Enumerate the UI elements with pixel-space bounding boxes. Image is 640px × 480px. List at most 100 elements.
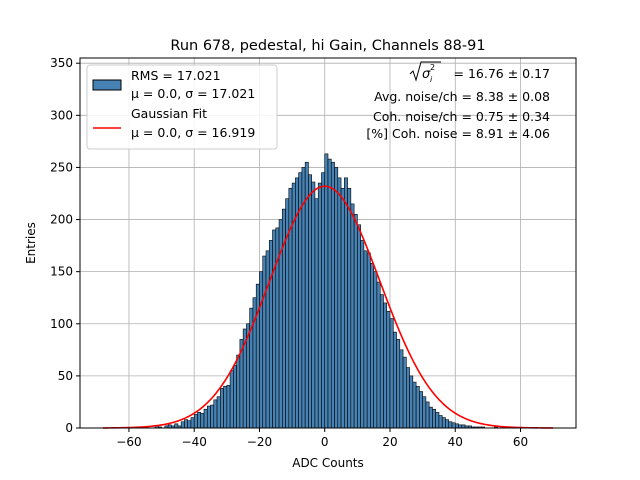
histogram-bar bbox=[357, 224, 361, 429]
legend-rms-line2: μ = 0.0, σ = 17.021 bbox=[131, 86, 255, 101]
histogram-bar bbox=[265, 250, 270, 429]
y-tick-label: 200 bbox=[50, 213, 73, 227]
legend: RMS = 17.021 μ = 0.0, σ = 17.021 Gaussia… bbox=[86, 64, 278, 150]
histogram-bar bbox=[200, 413, 205, 429]
histogram-bar bbox=[441, 417, 446, 429]
histogram-bar bbox=[206, 405, 211, 429]
x-tick-label: 60 bbox=[513, 435, 528, 449]
histogram-bar bbox=[350, 203, 355, 429]
histogram-bar bbox=[330, 161, 335, 429]
histogram-bar bbox=[314, 198, 319, 429]
histogram-bar bbox=[229, 370, 234, 429]
legend-fit-line1: Gaussian Fit bbox=[131, 106, 207, 121]
x-tick-label: −60 bbox=[116, 435, 141, 449]
annotations: σ 2 i = 16.76 ± 0.17 Avg. noise/ch = 8.3… bbox=[366, 61, 550, 141]
histogram-bar bbox=[324, 153, 329, 429]
histogram-bar bbox=[399, 349, 404, 429]
histogram-bar bbox=[180, 421, 185, 429]
histogram-bar bbox=[379, 294, 384, 429]
histogram-bar bbox=[174, 423, 179, 429]
histogram-bar bbox=[317, 182, 322, 429]
histogram-bar bbox=[255, 283, 260, 429]
histogram-bars bbox=[154, 153, 498, 429]
histogram-bar bbox=[197, 412, 202, 429]
histogram-bar bbox=[308, 174, 312, 429]
gaussian-fit-line bbox=[102, 185, 554, 429]
histogram-bar bbox=[428, 406, 433, 429]
histogram-bar bbox=[337, 177, 342, 429]
histogram-bar bbox=[226, 384, 231, 429]
histogram-bar bbox=[311, 181, 316, 429]
histogram-bar bbox=[415, 386, 420, 429]
histogram-bar bbox=[402, 356, 407, 429]
histogram-bar bbox=[406, 367, 410, 429]
histogram-bar bbox=[190, 417, 195, 429]
histogram-bar bbox=[216, 396, 221, 429]
pct-coh-noise-annotation: [%] Coh. noise = 8.91 ± 4.06 bbox=[366, 126, 550, 141]
histogram-bar bbox=[304, 161, 309, 429]
histogram-bar bbox=[373, 271, 378, 429]
histogram-bar bbox=[220, 388, 224, 429]
legend-rms-line1: RMS = 17.021 bbox=[131, 68, 221, 83]
histogram-bar bbox=[203, 408, 208, 429]
histogram-bar bbox=[334, 167, 339, 429]
legend-marker-rms bbox=[92, 79, 122, 91]
x-tick-label: 20 bbox=[382, 435, 397, 449]
chart-title: Run 678, pedestal, hi Gain, Channels 88-… bbox=[170, 38, 485, 54]
y-tick-label: 250 bbox=[50, 160, 73, 174]
histogram-bar bbox=[353, 214, 358, 429]
histogram-bar bbox=[259, 271, 264, 429]
sqrt-radical bbox=[409, 61, 441, 82]
histogram-bar bbox=[187, 420, 192, 429]
histogram-bar bbox=[392, 331, 397, 429]
histogram-bar bbox=[409, 375, 414, 429]
histogram-bar bbox=[425, 401, 430, 429]
histogram-bar bbox=[370, 263, 374, 429]
histogram-bar bbox=[268, 240, 273, 429]
histogram-bar bbox=[389, 318, 394, 429]
y-axis-label: Entries bbox=[24, 222, 38, 264]
sigma-annotation: = 16.76 ± 0.17 bbox=[454, 66, 550, 81]
sigma-subscript: i bbox=[430, 75, 433, 84]
histogram-bar bbox=[360, 240, 365, 429]
sqrt-sigma-symbol: σ 2 i bbox=[409, 61, 441, 84]
y-tick-label: 350 bbox=[50, 56, 73, 70]
histogram-bar bbox=[363, 250, 368, 429]
y-tick-label: 0 bbox=[65, 421, 73, 435]
histogram-bar bbox=[448, 421, 453, 429]
y-tick-label: 300 bbox=[50, 108, 73, 122]
y-tick-label: 150 bbox=[50, 265, 73, 279]
histogram-bar bbox=[438, 415, 443, 429]
avg-noise-annotation: Avg. noise/ch = 8.38 ± 0.08 bbox=[374, 89, 550, 104]
histogram-bar bbox=[383, 302, 388, 429]
histogram-bar bbox=[435, 412, 440, 429]
sigma-glyph: σ bbox=[422, 67, 431, 82]
histogram-bar bbox=[347, 187, 352, 429]
histogram-bar bbox=[366, 252, 371, 429]
histogram-bar bbox=[386, 310, 391, 429]
histogram-bar bbox=[451, 422, 456, 429]
histogram-bar bbox=[376, 281, 381, 429]
legend-box bbox=[86, 64, 278, 150]
histogram-bar bbox=[193, 414, 198, 429]
y-axis-ticks: 0 50 100 150 200 250 300 350 bbox=[50, 56, 80, 435]
x-tick-label: −40 bbox=[182, 435, 207, 449]
histogram-bar bbox=[272, 229, 277, 429]
x-axis-ticks: −60 −40 −20 0 20 40 60 bbox=[116, 428, 528, 449]
histogram-bar bbox=[454, 423, 459, 429]
histogram-bar bbox=[321, 172, 326, 429]
histogram-bar bbox=[432, 408, 436, 429]
coh-noise-annotation: Coh. noise/ch = 0.75 ± 0.34 bbox=[373, 109, 550, 124]
plot-frame bbox=[79, 57, 577, 429]
histogram-bar bbox=[396, 339, 401, 429]
x-axis-label: ADC Counts bbox=[292, 456, 364, 470]
y-tick-label: 50 bbox=[58, 369, 73, 383]
histogram-bar bbox=[213, 399, 218, 429]
histogram-bar bbox=[412, 381, 417, 429]
histogram-bar bbox=[210, 404, 215, 429]
histogram-bar bbox=[184, 419, 188, 429]
histogram-bar bbox=[236, 354, 241, 429]
x-tick-label: 40 bbox=[448, 435, 463, 449]
legend-fit-line2: μ = 0.0, σ = 16.919 bbox=[131, 125, 255, 140]
